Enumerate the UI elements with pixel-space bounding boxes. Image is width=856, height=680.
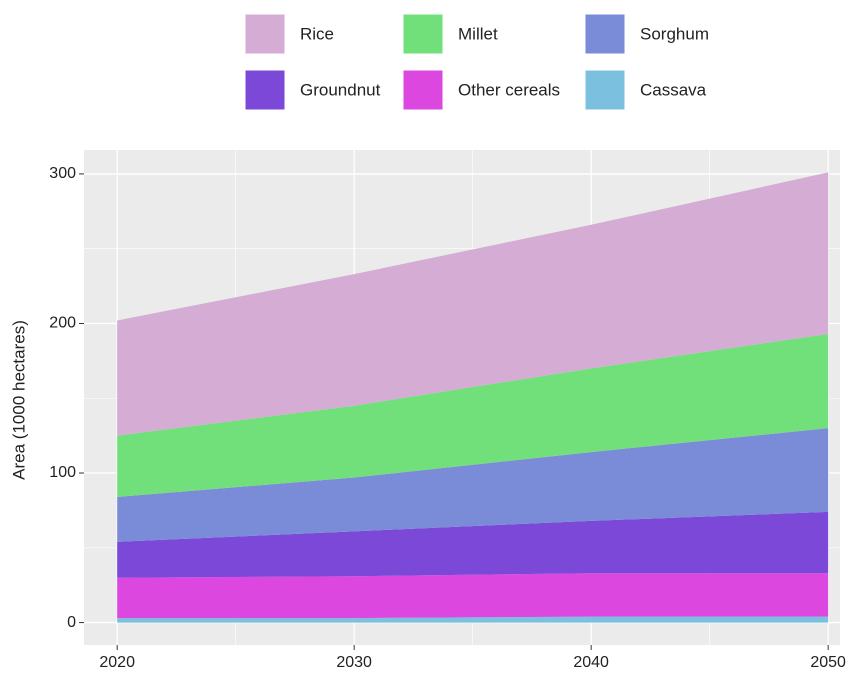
area: [117, 573, 829, 619]
y-tick-label: 0: [67, 614, 76, 631]
area: [117, 616, 829, 623]
legend-label: Groundnut: [300, 80, 381, 99]
legend-key: [244, 13, 286, 55]
area: [117, 511, 829, 578]
y-axis-title: Area (1000 hectares): [9, 320, 28, 480]
y-tick-label: 300: [49, 165, 76, 182]
legend-label: Other cereals: [458, 80, 560, 99]
x-tick-label: 2050: [810, 654, 846, 671]
x-tick-label: 2040: [573, 654, 609, 671]
area: [117, 428, 829, 542]
y-tick-label: 100: [49, 464, 76, 481]
area: [117, 333, 829, 497]
x-tick-label: 2020: [99, 654, 135, 671]
area: [117, 172, 829, 436]
legend-label: Millet: [458, 24, 498, 43]
legend-key: [244, 69, 286, 111]
legend-label: Sorghum: [640, 24, 709, 43]
y-tick-label: 200: [49, 315, 76, 332]
legend-label: Cassava: [640, 80, 707, 99]
legend-key: [402, 69, 444, 111]
legend-key: [584, 69, 626, 111]
legend-label: Rice: [300, 24, 334, 43]
x-tick-label: 2030: [336, 654, 372, 671]
legend-key: [402, 13, 444, 55]
legend-key: [584, 13, 626, 55]
